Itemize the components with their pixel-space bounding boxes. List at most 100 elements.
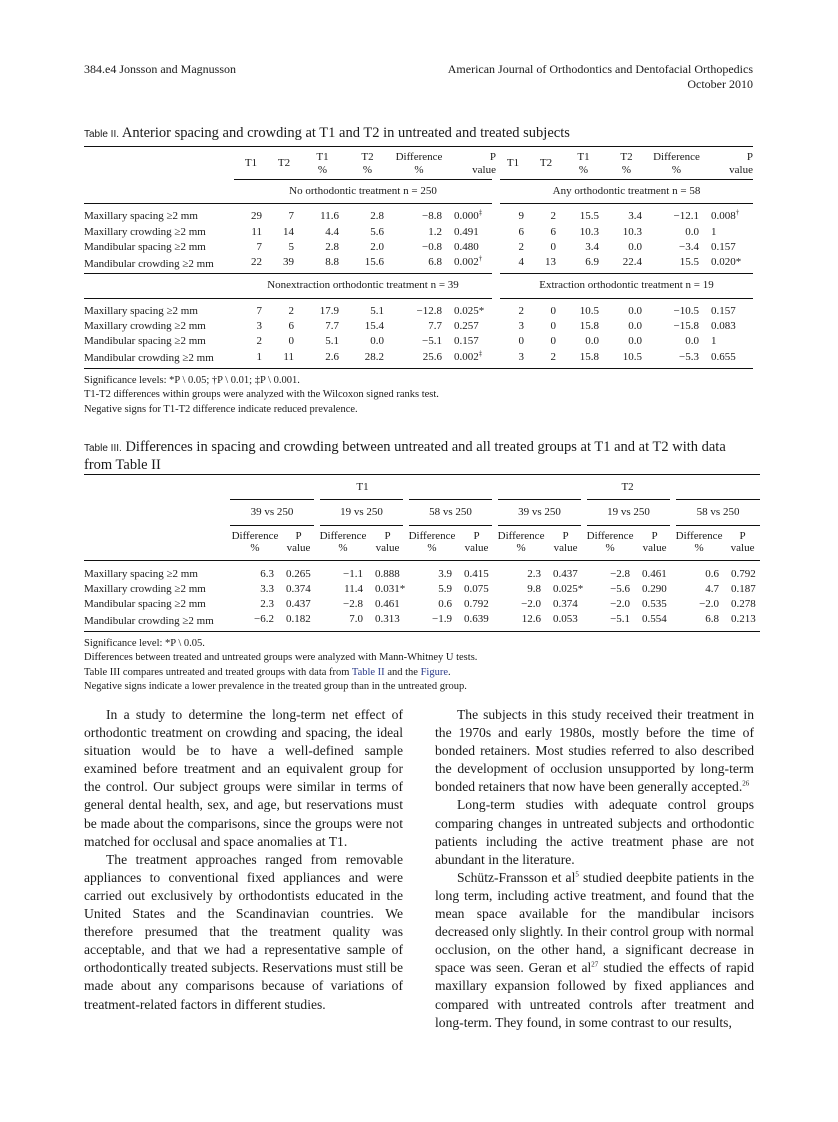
empty-cell [84, 525, 230, 560]
value-cell: 6 [288, 320, 295, 333]
header-line: % [605, 542, 615, 555]
header-line: T2 [539, 157, 553, 170]
significance-mark: † [478, 254, 483, 263]
value-cell: 39 [283, 256, 294, 269]
p-value-cell: 0.053 [553, 613, 578, 626]
value-cell: −3.4 [679, 240, 699, 253]
column-header: Difference% [495, 524, 548, 561]
value-cell: 0 [550, 320, 557, 333]
column-header: Difference% [406, 524, 458, 561]
value-cell: 0 [550, 335, 557, 348]
table3-footnote: Differences between treated and untreate… [84, 652, 478, 664]
paragraph-text: studied deepbite patients in the long te… [435, 869, 754, 976]
difference-cell: −2.0 [521, 598, 542, 611]
paragraph: The treatment approaches ranged from rem… [84, 851, 403, 1012]
header-line: value [642, 542, 667, 555]
p-value-cell: 0.888 [375, 567, 400, 580]
header-line: P [473, 529, 480, 542]
p-value-cell: 0.020* [711, 256, 742, 269]
value-cell: −5.3 [679, 350, 699, 363]
citation-ref[interactable]: 26 [742, 779, 750, 788]
running-header-left: 384.e4 Jonsson and Magnusson [84, 62, 236, 76]
difference-cell: 5.9 [438, 582, 452, 595]
value-cell: 4.4 [325, 225, 339, 238]
value-cell: 2 [518, 240, 525, 253]
difference-cell: 6.8 [705, 613, 720, 626]
value-cell: −12.8 [416, 304, 442, 317]
difference-cell: 7.0 [349, 613, 363, 626]
link-table-2[interactable]: Table II [351, 666, 385, 678]
header-line: % [427, 542, 437, 555]
difference-cell: 6.3 [260, 567, 274, 580]
empty-cell [84, 475, 230, 500]
table-row: Mandibular spacing ≥2 mm 2.3 0.437 −2.8 0.46… [84, 597, 760, 612]
table-row: Mandibular crowding ≥2 mm 1 11 2.6 28.2 25.6 0… [84, 350, 753, 369]
value-cell: 0.0 [628, 320, 642, 333]
citation-ref[interactable]: 5 [575, 870, 579, 879]
comparison-label: 58 vs 250 [402, 499, 496, 526]
group-header-row: Nonextraction orthodontic treatment n = … [84, 273, 753, 299]
value-cell: 8.8 [325, 256, 339, 269]
value-cell: 3.4 [628, 210, 642, 223]
value-cell: 0.0 [628, 304, 642, 317]
value-cell: 7 [256, 304, 263, 317]
value-cell: 2 [288, 304, 295, 317]
header-line: value [286, 542, 311, 555]
row-label: Mandibular spacing ≥2 mm [84, 598, 206, 611]
row-label: Mandibular crowding ≥2 mm [84, 257, 214, 270]
significance-mark: † [735, 208, 740, 217]
value-cell: 11 [283, 350, 294, 363]
p-value-cell: 0.157 [454, 335, 479, 348]
value-cell: 9 [518, 210, 525, 223]
p-value-cell: 0.213 [731, 613, 756, 626]
header-line: T2 [277, 157, 291, 170]
table3-label: Table III. [84, 443, 122, 454]
p-value-cell: 0.187 [731, 582, 756, 595]
value-cell: 13 [545, 256, 556, 269]
table2-footnotes: Significance levels: *P \ 0.05; †P \ 0.0… [84, 374, 439, 417]
row-label: Maxillary crowding ≥2 mm [84, 320, 206, 333]
difference-cell: −2.0 [699, 598, 720, 611]
value-cell: 1 [256, 350, 263, 363]
p-value-cell: 0.415 [464, 567, 489, 580]
link-figure[interactable]: Figure [420, 666, 448, 678]
p-value-cell: 0.491 [454, 225, 479, 238]
p-value-cell: 0.083 [711, 320, 736, 333]
value-cell: 11.6 [320, 210, 339, 223]
running-header-date: October 2010 [687, 77, 753, 91]
header-line: Difference [408, 529, 456, 542]
header-line: P [651, 529, 658, 542]
table-row: Maxillary spacing ≥2 mm 6.3 0.265 −1.1 0.888… [84, 560, 761, 582]
table-3: T1 T2 39 vs 250 19 vs 250 58 vs 250 39 vs 250… [84, 474, 761, 632]
p-value-cell: 0.461 [375, 598, 400, 611]
p-value-cell: 1 [711, 225, 717, 238]
p-value-cell: 0.278 [731, 598, 756, 611]
row-label: Maxillary spacing ≥2 mm [84, 210, 198, 223]
p-value-cell: 0.025* [454, 304, 485, 317]
header-line: Difference [319, 529, 367, 542]
paragraph: Schütz-Fransson et al5 studied deepbite … [435, 869, 754, 1032]
column-header: Difference% [390, 147, 448, 180]
difference-cell: −1.9 [432, 613, 452, 626]
row-label: Maxillary spacing ≥2 mm [84, 567, 198, 580]
p-value-cell: 0.257 [454, 320, 479, 333]
value-cell: −5.1 [422, 335, 442, 348]
p-value-cell: 0.535 [642, 598, 667, 611]
header-line: T1 [244, 157, 258, 170]
column-header: Difference% [230, 524, 280, 561]
footnote-text: and the [384, 666, 421, 678]
group-label: Nonextraction orthodontic treatment n = … [234, 273, 496, 299]
value-cell: 0.0 [585, 335, 599, 348]
table3-footnotes: Significance level: *P \ 0.05. Differenc… [84, 637, 477, 694]
citation-ref[interactable]: 27 [591, 960, 599, 969]
value-cell: 5.6 [370, 225, 384, 238]
value-cell: −15.8 [673, 320, 699, 333]
value-cell: 15.8 [579, 350, 599, 363]
value-cell: 10.5 [622, 350, 642, 363]
value-cell: 0.0 [628, 335, 642, 348]
column-header: Difference% [673, 524, 726, 561]
p-value-cell: 0.025* [553, 582, 584, 595]
header-line: value [464, 542, 489, 555]
